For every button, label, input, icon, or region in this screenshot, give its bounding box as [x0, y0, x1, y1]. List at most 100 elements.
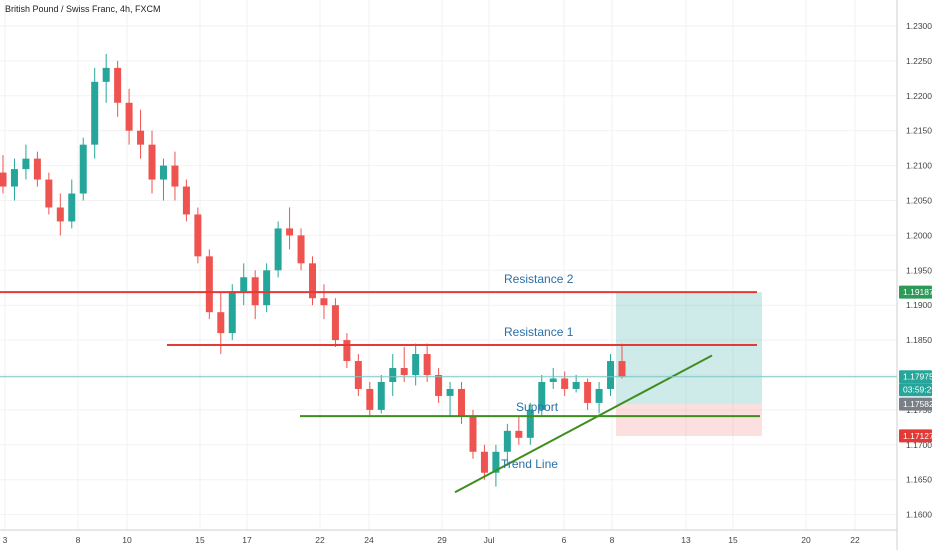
price-tag-target	[899, 285, 932, 299]
candle-body	[572, 381, 580, 389]
price-tick-label: 1.23000	[906, 21, 932, 31]
time-tick-label: 15	[195, 535, 205, 545]
time-tick-label: 24	[364, 535, 374, 545]
price-tag-stop	[899, 429, 932, 443]
candle-body	[263, 270, 271, 306]
annotation-labels: Resistance 2 Resistance 1 Support Trend Lin…	[501, 272, 574, 471]
candles	[0, 53, 626, 487]
price-tick-label: 1.17000	[906, 440, 932, 450]
time-tick-label: 13	[681, 535, 691, 545]
time-tick-label: 3	[3, 535, 8, 545]
target-zone	[616, 292, 762, 405]
price-tick-label: 1.20000	[906, 230, 932, 240]
candle-body	[182, 186, 190, 215]
price-tick-label: 1.21500	[906, 126, 932, 136]
candle-body	[228, 291, 236, 334]
price-tag-target-text: 1.19187	[903, 287, 932, 297]
candle-body	[68, 193, 76, 222]
price-axis: 1.23000 1.22500 1.22000 1.21500 1.21000 1.205…	[906, 21, 932, 520]
annotation-support: Support	[516, 400, 559, 414]
candle-body	[0, 172, 7, 187]
time-tick-label: 8	[610, 535, 615, 545]
candle-body	[526, 409, 534, 438]
time-tick-label: Jul	[484, 535, 495, 545]
candle-body	[320, 298, 328, 306]
candle-body	[137, 130, 145, 145]
position-zones	[616, 292, 762, 436]
candle-body	[561, 378, 569, 389]
candle-body	[412, 354, 420, 375]
price-tick-label: 1.19500	[906, 265, 932, 275]
price-tick-label: 1.22500	[906, 56, 932, 66]
candle-body	[286, 228, 294, 236]
candle-body	[595, 388, 603, 403]
time-tick-label: 29	[437, 535, 447, 545]
candle-body	[584, 381, 592, 403]
candle-body	[354, 361, 362, 389]
candle-body	[423, 354, 431, 375]
price-axis-panel[interactable]	[897, 0, 932, 550]
time-axis: 3 8 10 15 17 22 24 29 Jul 6 8 13 15 20 22	[3, 535, 860, 545]
candle-body	[458, 388, 466, 417]
candle-body	[309, 263, 316, 299]
annotation-resistance-2: Resistance 2	[504, 272, 574, 286]
trend-line[interactable]	[454, 354, 713, 494]
price-tick-label: 1.18500	[906, 335, 932, 345]
time-tick-label: 8	[76, 535, 81, 545]
price-tag-countdown	[899, 383, 932, 397]
candle-body	[366, 388, 374, 410]
candle-body	[480, 451, 488, 473]
time-tick-label: 22	[850, 535, 860, 545]
candle-body	[217, 312, 225, 334]
candle-body	[102, 67, 110, 82]
price-tag-countdown-text: 03:59:29	[903, 385, 932, 395]
time-tick-label: 15	[728, 535, 738, 545]
candle-body	[297, 235, 305, 264]
price-tag-entry	[899, 397, 932, 411]
time-tick-label: 10	[122, 535, 132, 545]
candle-body	[171, 165, 179, 187]
candle-body	[435, 375, 443, 396]
candle-body	[377, 381, 385, 410]
candle-body	[10, 169, 18, 187]
candle-body	[56, 207, 64, 222]
candle-body	[205, 256, 213, 313]
chart-title: British Pound / Swiss Franc, 4h, FXCM	[5, 4, 161, 14]
candle-body	[79, 144, 87, 194]
grid	[0, 0, 897, 530]
candle-body	[240, 277, 248, 292]
annotation-resistance-1: Resistance 1	[504, 325, 574, 339]
candle-body	[549, 378, 557, 382]
candle-body	[125, 102, 133, 131]
price-tick-label: 1.22000	[906, 91, 932, 101]
candle-body	[515, 430, 523, 438]
time-tick-label: 22	[315, 535, 325, 545]
price-tick-label: 1.19000	[906, 300, 932, 310]
time-tick-label: 20	[801, 535, 811, 545]
price-tag-last	[899, 370, 932, 384]
candle-body	[400, 368, 408, 375]
price-tick-label: 1.16000	[906, 510, 932, 520]
candle-body	[194, 214, 202, 257]
candle-body	[331, 305, 339, 341]
annotation-trend-line: Trend Line	[501, 457, 558, 471]
stop-zone	[616, 404, 762, 436]
candle-body	[343, 340, 351, 362]
price-tags: 1.19187 1.17975 03:59:29 1.17582 1.17127	[899, 285, 932, 443]
candle-body	[446, 388, 454, 396]
candle-body	[492, 451, 500, 473]
candle-body	[503, 430, 511, 452]
candle-body	[148, 144, 156, 180]
candle-body	[45, 179, 53, 208]
price-tick-label: 1.20500	[906, 196, 932, 206]
time-tick-label: 17	[242, 535, 252, 545]
candle-body	[33, 158, 41, 180]
price-tag-entry-text: 1.17582	[903, 399, 932, 409]
candle-body	[22, 158, 30, 170]
candle-body	[114, 67, 122, 103]
price-tick-label: 1.21000	[906, 161, 932, 171]
candle-body	[618, 361, 626, 377]
drawn-lines	[0, 291, 897, 494]
